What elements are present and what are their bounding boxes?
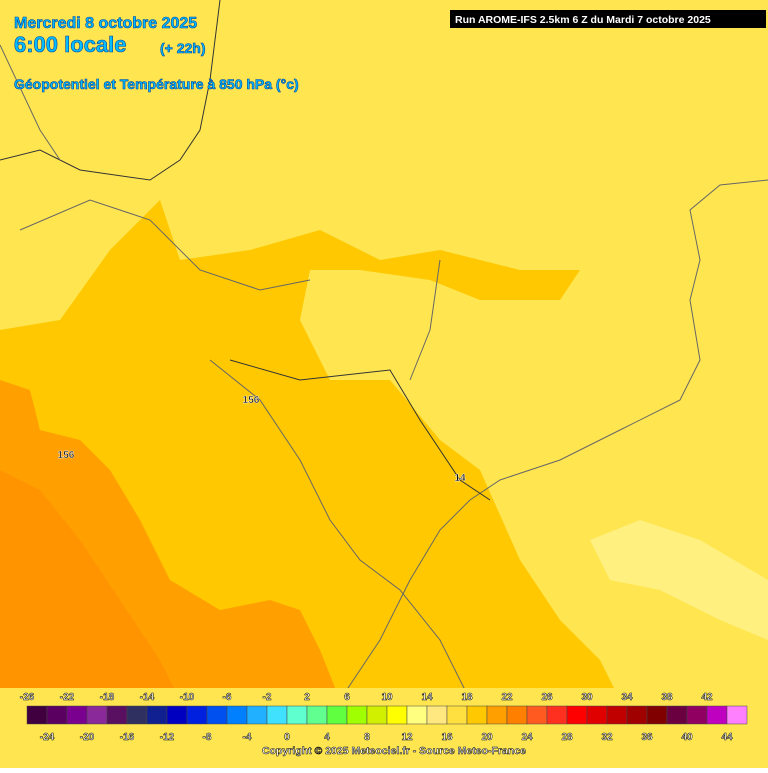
legend-label: -6	[223, 692, 232, 703]
legend-swatch	[366, 705, 388, 725]
legend-swatch	[346, 705, 368, 725]
legend-swatch	[546, 705, 568, 725]
run-box	[450, 10, 766, 28]
copyright: Copyright © 2025 Meteociel.fr - Source M…	[262, 745, 526, 757]
legend-label: 10	[381, 692, 393, 703]
legend-label: 0	[284, 732, 290, 743]
legend-label: 18	[461, 692, 473, 703]
legend-swatch	[106, 705, 128, 725]
date: Mercredi 8 octobre 2025	[14, 15, 197, 32]
contour-label: 156	[243, 395, 260, 406]
legend-swatch	[246, 705, 268, 725]
legend-label: 16	[441, 732, 453, 743]
legend-label: 42	[701, 692, 713, 703]
legend-label: 26	[541, 692, 553, 703]
legend: -26-24-22-20-18-16-14-12-10-8-6-4-202468…	[20, 692, 748, 743]
cool-patch	[590, 520, 768, 640]
border	[0, 44, 61, 161]
legend-swatch	[566, 705, 588, 725]
legend-label: -8	[203, 732, 212, 743]
legend-label: 30	[581, 692, 593, 703]
legend-label: -20	[80, 732, 95, 743]
legend-label: -26	[20, 692, 35, 703]
legend-swatch	[426, 705, 448, 725]
legend-label: -24	[40, 732, 55, 743]
subtitle: Géopotentiel et Température à 850 hPa (°…	[14, 76, 299, 92]
legend-swatch	[206, 705, 228, 725]
legend-swatch	[646, 705, 668, 725]
legend-label: -22	[60, 692, 75, 703]
legend-label: 6	[344, 692, 350, 703]
legend-swatch	[526, 705, 548, 725]
legend-swatch	[226, 705, 248, 725]
legend-label: 20	[481, 732, 493, 743]
legend-label: -18	[100, 692, 115, 703]
legend-swatch	[86, 705, 108, 725]
legend-swatch	[486, 705, 508, 725]
coastline	[0, 0, 221, 181]
legend-swatch	[186, 705, 208, 725]
time: 6:00 locale	[14, 32, 127, 57]
legend-label: 8	[364, 732, 370, 743]
legend-label: 32	[601, 732, 613, 743]
legend-swatch	[586, 705, 608, 725]
legend-label: -16	[120, 732, 135, 743]
legend-swatch	[126, 705, 148, 725]
legend-swatch	[146, 705, 168, 725]
lead-time: (+ 22h)	[160, 40, 206, 56]
legend-swatch	[446, 705, 468, 725]
legend-label: 12	[401, 732, 413, 743]
legend-label: 14	[421, 692, 433, 703]
legend-swatch	[26, 705, 48, 725]
legend-swatch	[166, 705, 188, 725]
border	[229, 359, 491, 501]
legend-swatch	[466, 705, 488, 725]
legend-label: 4	[324, 732, 330, 743]
legend-label: 36	[641, 732, 653, 743]
legend-swatch	[326, 705, 348, 725]
legend-swatch	[266, 705, 288, 725]
legend-swatch	[46, 705, 68, 725]
legend-swatch	[726, 705, 748, 725]
contour-label: 156	[58, 450, 75, 461]
border	[19, 199, 441, 381]
legend-swatch	[706, 705, 728, 725]
contour-labels: 156 156 14	[57, 395, 466, 484]
legend-swatch	[666, 705, 688, 725]
legend-swatch	[406, 705, 428, 725]
legend-label: 28	[561, 732, 573, 743]
legend-label: 44	[721, 732, 733, 743]
legend-swatch	[286, 705, 308, 725]
legend-swatch	[506, 705, 528, 725]
legend-swatch	[606, 705, 628, 725]
legend-label: 24	[521, 732, 533, 743]
legend-label: -4	[243, 732, 252, 743]
hot-core	[0, 470, 180, 700]
legend-swatch	[66, 705, 88, 725]
legend-label: -2	[263, 692, 272, 703]
legend-background	[0, 688, 768, 768]
legend-swatch	[386, 705, 408, 725]
border	[339, 179, 768, 701]
legend-label: 40	[681, 732, 693, 743]
border	[209, 359, 471, 701]
legend-swatch	[306, 705, 328, 725]
legend-label: -10	[180, 692, 195, 703]
legend-label: 34	[621, 692, 633, 703]
legend-label: 22	[501, 692, 513, 703]
run-info: Run AROME-IFS 2.5km 6 Z du Mardi 7 octob…	[455, 14, 711, 26]
legend-label: 2	[304, 692, 310, 703]
legend-label: -14	[140, 692, 155, 703]
legend-label: -12	[160, 732, 175, 743]
legend-swatch	[626, 705, 648, 725]
contour-label: 14	[454, 473, 466, 484]
legend-swatch	[686, 705, 708, 725]
legend-label: 38	[661, 692, 673, 703]
